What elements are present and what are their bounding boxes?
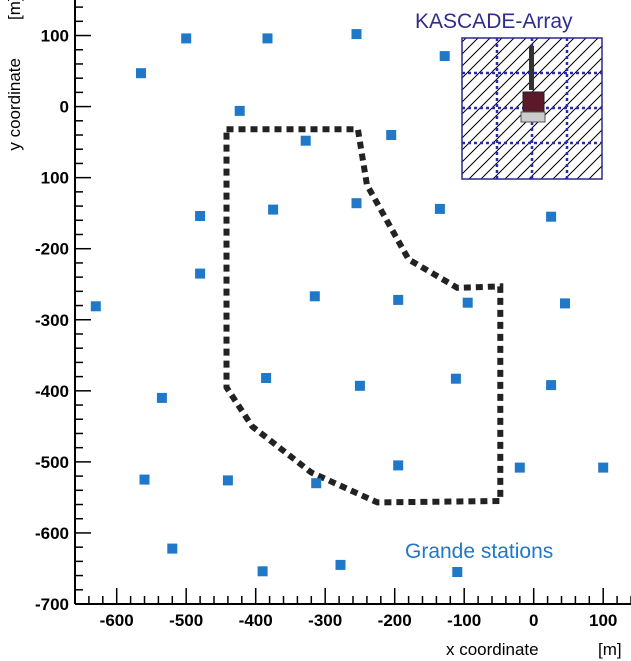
grande-station-point xyxy=(560,298,570,309)
grande-station-point xyxy=(354,380,365,391)
x-axis-unit: [m] xyxy=(598,640,622,659)
x-tick-label: -100 xyxy=(447,611,481,630)
central-detector-base xyxy=(520,111,546,123)
grande-station-point xyxy=(351,198,362,209)
y-tick-label: 100 xyxy=(41,169,69,188)
grande-station-point xyxy=(452,567,463,577)
grande-station-point xyxy=(462,297,473,308)
grande-station-point xyxy=(90,301,101,312)
x-tick-label: -400 xyxy=(239,611,273,630)
grande-station-point xyxy=(439,51,450,62)
y-tick-label: -300 xyxy=(35,311,69,330)
axes xyxy=(74,0,631,605)
grande-station-point xyxy=(136,68,146,79)
grande-station-point xyxy=(139,474,150,485)
grande-station-point xyxy=(268,204,279,215)
grande-station-point xyxy=(262,33,273,44)
station-markers xyxy=(90,29,609,577)
kascade-array-label: KASCADE-Array xyxy=(415,10,573,33)
y-tick-label: -400 xyxy=(35,382,69,401)
y-tick-label: -200 xyxy=(35,240,69,259)
grande-station-point xyxy=(434,203,445,214)
grande-station-point xyxy=(261,373,272,383)
grande-station-point xyxy=(386,130,397,140)
grande-station-point xyxy=(311,478,322,489)
y-tick-label: 100 xyxy=(41,27,69,46)
y-tick-label: 0 xyxy=(60,98,69,117)
y-tick-label: -500 xyxy=(35,453,69,472)
grande-stations-label: Grande stations xyxy=(405,540,553,563)
central-detector-tunnel xyxy=(529,46,534,90)
x-tick-label: 0 xyxy=(529,611,538,630)
grande-station-point xyxy=(309,291,320,302)
central-detector-building xyxy=(522,91,545,113)
y-tick-label: -600 xyxy=(35,524,69,543)
grande-station-point xyxy=(546,211,557,222)
grande-station-point xyxy=(393,460,404,471)
x-tick-label: -200 xyxy=(378,611,412,630)
grande-station-point xyxy=(351,29,362,40)
y-axis-unit: [m] xyxy=(5,0,24,20)
y-tick-label: -700 xyxy=(35,595,69,614)
kascade-array-inset xyxy=(461,37,603,180)
grande-station-point xyxy=(598,462,609,473)
grande-station-point xyxy=(300,135,311,146)
grande-station-point xyxy=(514,462,525,473)
grande-station-point xyxy=(195,211,206,221)
grande-station-point xyxy=(546,380,557,391)
grande-station-point xyxy=(393,294,404,305)
x-tick-label: -500 xyxy=(169,611,203,630)
grande-station-point xyxy=(222,475,233,486)
selection-outline xyxy=(223,126,504,506)
x-tick-label: -300 xyxy=(308,611,342,630)
x-axis-title: x coordinate xyxy=(446,640,539,659)
grande-station-point xyxy=(234,105,245,116)
grande-station-point xyxy=(181,33,192,44)
y-axis-title: y coordinate xyxy=(5,58,24,151)
grande-station-point xyxy=(156,392,167,403)
grande-station-point xyxy=(335,559,346,570)
x-tick-label: -600 xyxy=(100,611,134,630)
grande-station-point xyxy=(167,543,178,554)
grande-station-point xyxy=(257,566,268,577)
grande-station-point xyxy=(450,373,461,384)
x-tick-label: 100 xyxy=(589,611,617,630)
grande-station-point xyxy=(195,268,206,279)
